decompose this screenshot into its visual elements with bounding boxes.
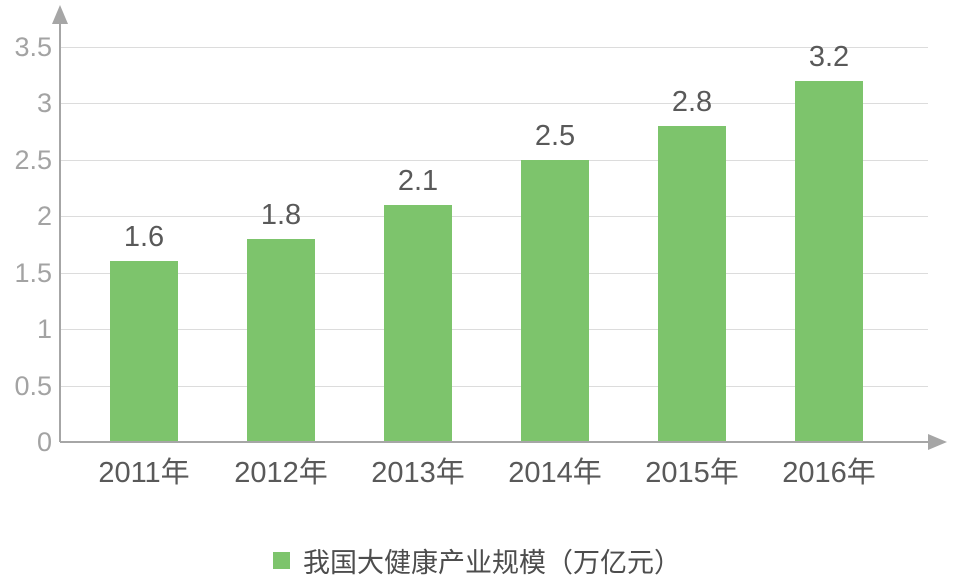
gridline: [60, 47, 928, 48]
x-axis-tick-label: 2014年: [508, 457, 602, 489]
bar-value-label: 2.1: [397, 165, 439, 197]
bar-value-label: 1.8: [260, 199, 302, 231]
y-axis-tick-label: 3: [36, 88, 52, 118]
gridline: [60, 103, 928, 104]
bar-value-label: 2.8: [671, 86, 713, 118]
y-axis: [59, 22, 61, 442]
y-axis-tick-label: 1: [36, 314, 52, 344]
y-axis-arrow-icon: [52, 5, 68, 24]
bar: [247, 239, 315, 442]
x-axis-tick-label: 2016年: [782, 457, 876, 489]
y-axis-tick-label: 1.5: [14, 258, 52, 288]
legend: 我国大健康产业规模（万亿元）: [0, 541, 954, 579]
gridline: [60, 216, 928, 217]
bar-value-label: 3.2: [808, 41, 850, 73]
x-axis: [60, 441, 930, 443]
bar-value-label: 2.5: [534, 120, 576, 152]
legend-marker: [273, 551, 290, 569]
bar: [384, 205, 452, 442]
gridline: [60, 329, 928, 330]
x-axis-tick-label: 2013年: [371, 457, 465, 489]
y-axis-tick-label: 3.5: [14, 32, 52, 62]
y-axis-tick-label: 2: [36, 201, 52, 231]
bar: [795, 81, 863, 442]
x-axis-tick-label: 2012年: [234, 457, 328, 489]
gridline: [60, 386, 928, 387]
legend-label: 我国大健康产业规模（万亿元）: [303, 547, 681, 578]
bar: [110, 261, 178, 442]
bar: [658, 126, 726, 442]
y-axis-tick-label: 0.5: [14, 371, 52, 401]
x-axis-tick-label: 2011年: [98, 457, 190, 489]
gridline: [60, 273, 928, 274]
gridline: [60, 160, 928, 161]
y-axis-tick-label: 0: [36, 427, 52, 457]
bar-value-label: 1.6: [123, 221, 165, 253]
x-axis-tick-label: 2015年: [645, 457, 739, 489]
x-axis-arrow-icon: [928, 434, 947, 450]
bar: [521, 160, 589, 442]
y-axis-tick-label: 2.5: [14, 145, 52, 175]
